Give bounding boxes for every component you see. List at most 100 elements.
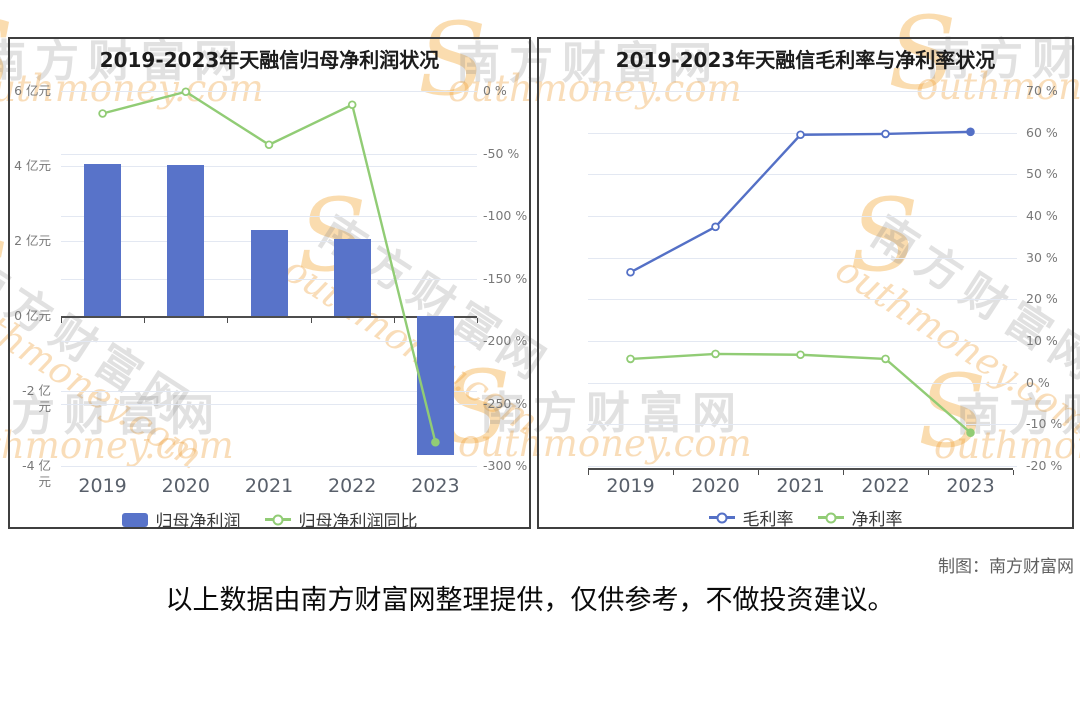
disclaimer-text: 以上数据由南方财富网整理提供，仅供参考，不做投资建议。 [165,585,895,616]
gridline [61,391,477,392]
x-axis-line [588,468,1013,470]
gridline [588,132,1017,134]
gridline [61,341,477,342]
x-axis-label-2023: 2023 [411,475,460,497]
gross-margin-point-3[interactable] [881,129,890,139]
net-profit-legend: 归母净利润 归母净利润同比 [10,507,529,532]
x-axis-tick [588,470,589,475]
x-axis-tick [928,470,929,475]
y-axis-tick-label: 60 % [1026,124,1058,140]
right-axis-tick-label: -100 % [483,208,528,223]
yoy-point-3[interactable] [347,100,357,110]
x-axis-label-2019: 2019 [78,475,127,497]
right-axis-tick-label: -250 % [483,395,528,411]
y-axis-tick-label: 40 % [1026,208,1058,223]
right-axis-tick-label: -50 % [483,145,520,161]
gridline [61,91,477,92]
legend-item-net-margin[interactable]: 净利率 [817,505,903,530]
net-margin-point-0[interactable] [626,354,635,364]
y-axis-tick-label: 10 % [1026,333,1058,348]
margin-chart-panel: 2019-2023年天融信毛利率与净利率状况 70 % 60 % 50 % 40 % 3… [537,37,1074,530]
net-profit-chart-title: 2019-2023年天融信归母净利润状况 [99,48,440,72]
left-axis-tick-label: 4 亿元 [14,158,51,173]
x-axis-tick [227,318,229,323]
net-profit-bar-2022[interactable] [333,238,371,316]
x-axis-tick [843,470,844,475]
net-profit-bar-2019[interactable] [84,164,122,316]
net-profit-bar-2020[interactable] [167,164,205,316]
x-axis-tick [758,470,759,475]
gridline [61,216,477,217]
net-profit-plot-area: 6 亿元 4 亿元 2 亿元 0 亿元 -2 亿元 -4 亿元 0 % -50 % -100 %… [10,39,529,527]
gridline [588,216,1017,217]
line-swatch-icon [708,512,735,523]
right-axis-tick-label: -150 % [483,270,528,286]
right-axis-tick-label: -300 % [483,458,528,473]
legend-label-gross-margin: 毛利率 [742,510,794,530]
left-axis-tick-label: 0 亿元 [14,308,51,323]
left-axis-tick-label: -4 亿元 [22,458,51,489]
x-axis-label-2019: 2019 [606,475,655,497]
legend-label-net-profit: 归母净利润 [155,512,241,532]
y-axis-tick-label: -20 % [1026,458,1063,473]
y-axis-tick-label: 70 % [1026,83,1058,98]
margin-lines-layer [626,127,975,437]
net-margin-point-3[interactable] [881,354,890,364]
gridline [588,257,1017,259]
x-axis-line [61,316,477,318]
x-axis-tick [61,318,62,323]
legend-label-net-margin: 净利率 [851,510,903,530]
left-axis-tick-label: 2 亿元 [14,233,51,248]
legend-item-net-profit-yoy[interactable]: 归母净利润同比 [264,507,418,532]
gridline [588,382,1017,384]
gridline [588,466,1017,467]
gross-margin-point-0[interactable] [626,267,635,277]
net-profit-chart-panel: 2019-2023年天融信归母净利润状况 6 亿元 4 亿元 2 亿元 0 亿元 -2 … [8,37,531,532]
y-axis-tick-label: 30 % [1026,249,1058,265]
margin-chart-title: 2019-2023年天融信毛利率与净利率状况 [615,48,996,72]
legend-item-net-profit[interactable]: 归母净利润 [121,507,241,532]
x-axis-label-2021: 2021 [776,475,825,497]
x-axis-tick [1013,470,1014,475]
x-axis-label-2023: 2023 [946,475,995,497]
net-margin-point-2[interactable] [796,350,805,360]
x-axis-label-2020: 2020 [691,475,740,497]
gridline [61,466,477,467]
right-axis-tick-label: 0 % [483,83,507,98]
y-axis-tick-label: 0 % [1026,374,1050,390]
legend-item-gross-margin[interactable]: 毛利率 [708,505,794,530]
credit-text: 制图：南方财富网 [938,557,1074,577]
gridline [61,403,477,405]
gridline [588,174,1017,176]
x-axis-label-2021: 2021 [244,475,294,497]
x-axis-tick [393,318,395,323]
net-margin-point-1[interactable] [711,349,720,359]
gridline [588,424,1017,426]
x-axis-label-2022: 2022 [861,475,910,497]
right-axis-tick-label: -200 % [483,333,528,348]
gridline [588,299,1017,301]
net-margin-line [629,352,972,434]
legend-label-net-profit-yoy: 归母净利润同比 [298,512,418,532]
yoy-point-2[interactable] [264,140,274,150]
x-axis-tick [310,318,312,323]
gridline [588,341,1017,342]
left-axis-tick-label: -2 亿元 [22,383,51,414]
x-axis-label-2022: 2022 [328,475,377,497]
x-axis-label-2020: 2020 [161,475,210,497]
y-axis-tick-label: 50 % [1026,166,1058,182]
net-profit-bar-2023[interactable] [416,316,454,455]
line-swatch-icon [817,512,844,523]
yoy-point-0[interactable] [98,109,107,118]
x-axis-tick [144,318,146,323]
net-margin-point-4[interactable] [966,428,975,437]
x-axis-tick [673,470,674,475]
margin-legend: 毛利率 净利率 [539,505,1072,530]
gridline [61,153,477,155]
left-axis-tick-label: 6 亿元 [14,83,51,98]
gridline [61,166,477,167]
gross-margin-point-1[interactable] [711,222,720,232]
net-profit-bar-2021[interactable] [250,229,288,316]
gridline [588,91,1017,92]
